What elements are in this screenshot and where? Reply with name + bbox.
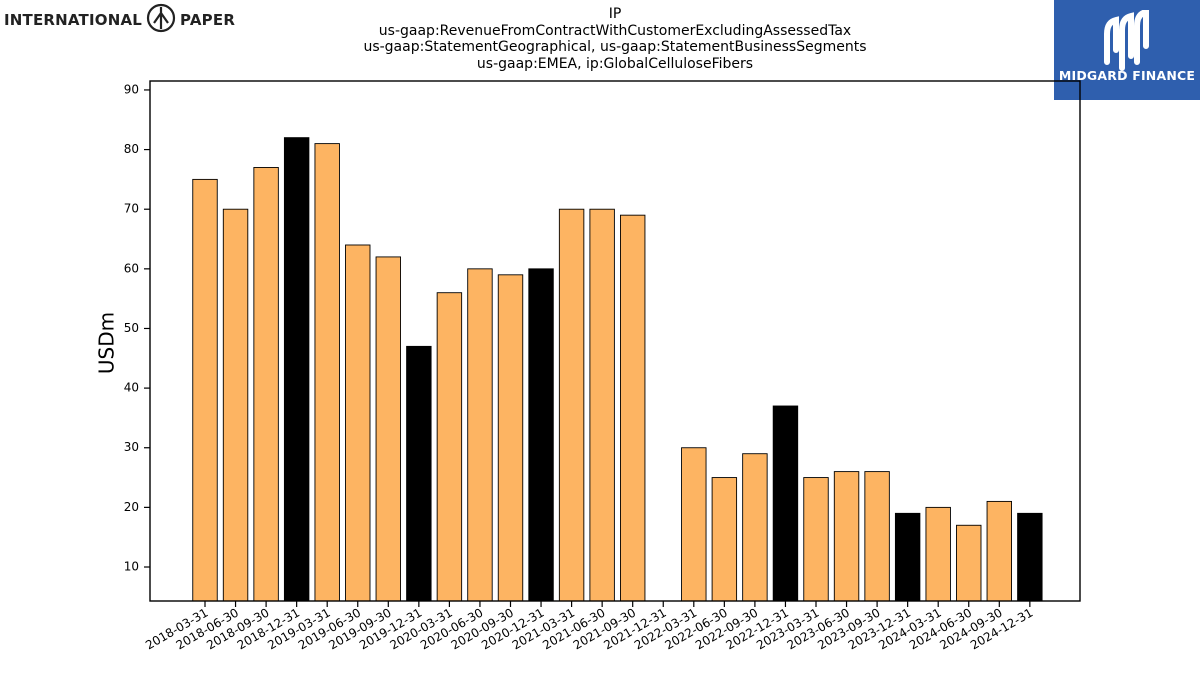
midgard-m-icon (1104, 10, 1149, 71)
y-tick-label: 90 (124, 82, 139, 96)
y-tick-label: 80 (124, 142, 139, 156)
bar-2019-03-31 (314, 143, 340, 602)
chart-title-line: us-gaap:EMEA, ip:GlobalCelluloseFibers (476, 55, 754, 72)
bar-2018-03-31 (192, 178, 218, 602)
y-tick-label: 10 (124, 560, 139, 574)
y-axis-label: USDm (95, 312, 119, 374)
chart-title-line: us-gaap:StatementGeographical, us-gaap:S… (363, 39, 867, 55)
chart-title-line: IP (608, 6, 622, 22)
bar-2021-06-30 (589, 208, 615, 602)
bar-2024-03-31 (925, 506, 951, 602)
y-tick-label: 50 (124, 321, 139, 335)
bars-group (192, 137, 1043, 602)
bar-2020-06-30 (467, 268, 493, 602)
y-tick-label: 60 (124, 261, 139, 275)
bar-2019-06-30 (345, 244, 371, 602)
bar-2024-09-30 (986, 500, 1012, 602)
plot-frame (149, 80, 1081, 602)
chart-title-line: us-gaap:RevenueFromContractWithCustomerE… (378, 22, 852, 39)
y-tick-label: 30 (124, 440, 139, 454)
bar-2022-12-31 (772, 405, 799, 602)
logo-text-left: INTERNATIONAL (4, 11, 143, 29)
bar-2020-03-31 (436, 292, 463, 602)
y-tick-label: 70 (124, 202, 139, 216)
y-tick-label: 40 (124, 381, 139, 395)
bar-2024-06-30 (956, 524, 982, 602)
bar-2023-03-31 (803, 477, 829, 602)
bar-2022-09-30 (742, 453, 768, 602)
international-paper-logo: INTERNATIONAL PAPER (4, 3, 236, 37)
bar-2022-03-31 (681, 447, 707, 602)
x-axis: 2018-03-312018-06-302018-09-302018-12-31… (143, 601, 1035, 652)
logo-text-right: PAPER (180, 11, 236, 29)
midgard-finance-logo: MIDGARD FINANCE (1054, 0, 1200, 100)
y-axis: 10 20 30 40 50 60 70 80 90 (124, 82, 150, 574)
ip-tree-icon (146, 3, 176, 37)
bar-2018-09-30 (253, 167, 279, 602)
brand-name: MIDGARD FINANCE (1058, 68, 1196, 83)
bar-2018-06-30 (222, 208, 249, 602)
bar-2019-09-30 (375, 256, 401, 602)
bar-2022-06-30 (711, 477, 738, 602)
chart-title-block: IP us-gaap:RevenueFromContractWithCustom… (250, 6, 980, 72)
bar-2023-09-30 (864, 471, 890, 602)
bar-2020-09-30 (497, 274, 524, 602)
y-tick-label: 20 (124, 500, 139, 514)
bar-2024-12-31 (1017, 512, 1043, 602)
bar-2021-03-31 (558, 208, 585, 602)
bar-2020-12-31 (528, 268, 554, 602)
bar-2019-12-31 (406, 345, 432, 602)
bar-2021-09-30 (620, 214, 646, 602)
bar-2023-06-30 (833, 471, 860, 602)
bar-2023-12-31 (894, 512, 921, 602)
bar-2018-12-31 (283, 137, 310, 602)
